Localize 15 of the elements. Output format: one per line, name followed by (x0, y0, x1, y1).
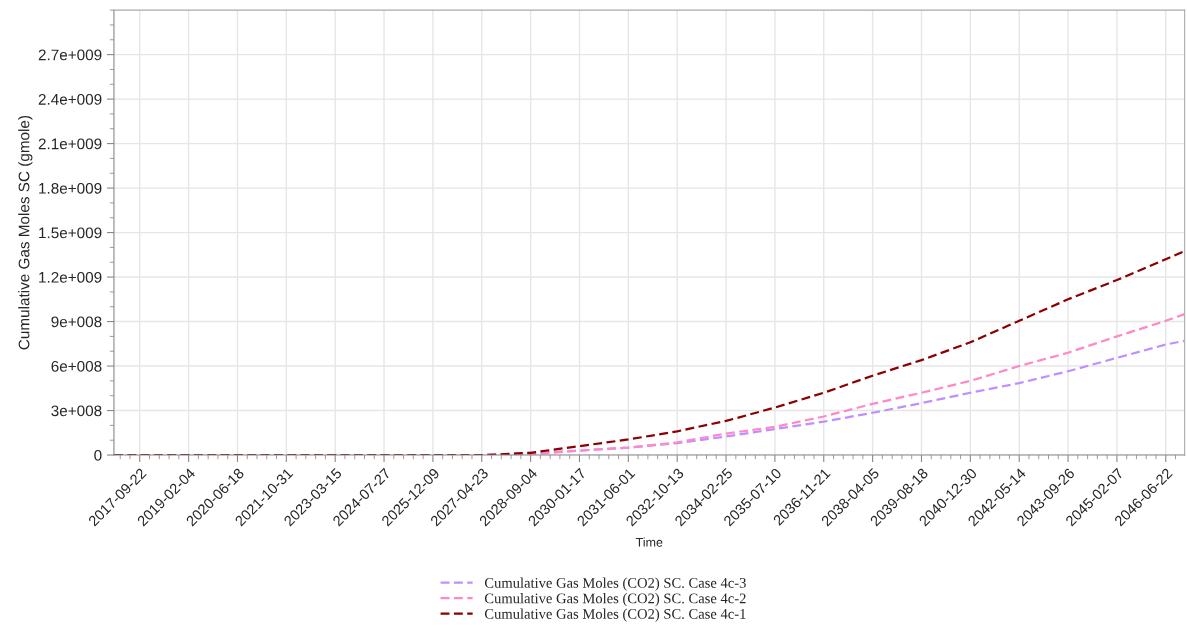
legend-label: Cumulative Gas Moles (CO2) SC. Case 4c-2 (484, 593, 746, 607)
x-axis-title: Time (635, 537, 663, 547)
y-tick-label: 0 (94, 449, 102, 461)
y-tick-label: 1.5e+009 (39, 227, 102, 239)
y-tick-label: 2.1e+009 (38, 138, 102, 150)
y-tick-label: 2.7e+009 (38, 49, 102, 61)
y-tick-label: 2.4e+009 (38, 93, 102, 105)
y-tick-label: 9e+008 (51, 316, 102, 328)
y-tick-label: 1.8e+009 (39, 182, 102, 194)
y-tick-label: 1.2e+009 (39, 271, 102, 283)
y-tick-label: 3e+008 (51, 405, 102, 417)
y-axis-title: Cumulative Gas Moles SC (gmole) (18, 115, 33, 350)
y-tick-label: 6e+008 (51, 360, 102, 372)
legend-label: Cumulative Gas Moles (CO2) SC. Case 4c-3 (484, 577, 746, 591)
legend-label: Cumulative Gas Moles (CO2) SC. Case 4c-1 (484, 608, 746, 622)
